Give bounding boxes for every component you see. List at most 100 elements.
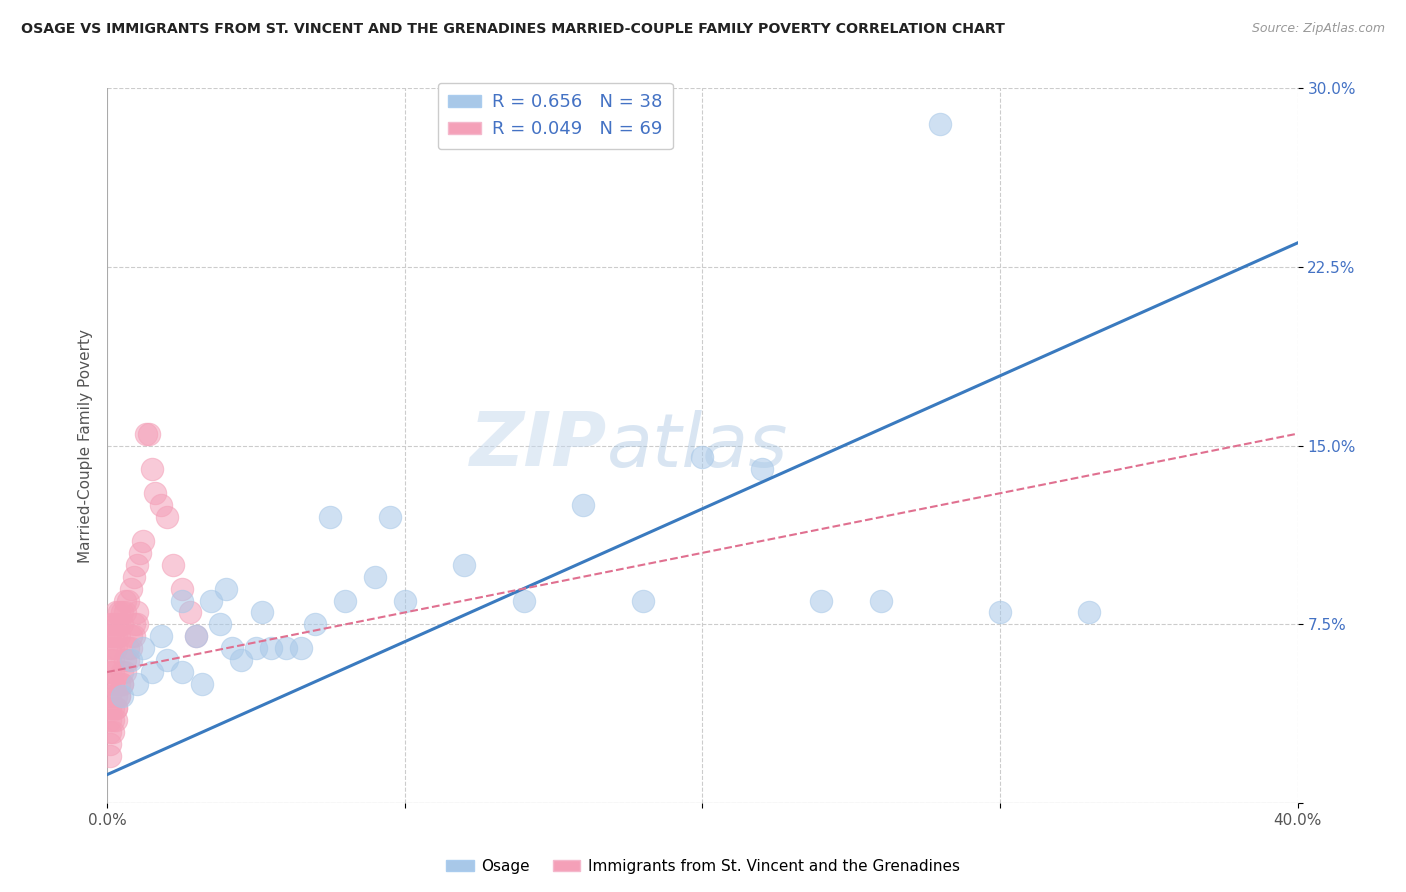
Point bbox=[122, 570, 145, 584]
Point bbox=[98, 701, 121, 715]
Point bbox=[135, 426, 157, 441]
Point bbox=[170, 665, 193, 679]
Point bbox=[108, 689, 131, 703]
Text: atlas: atlas bbox=[607, 409, 789, 482]
Point bbox=[108, 606, 131, 620]
Point bbox=[929, 117, 952, 131]
Point bbox=[290, 641, 312, 656]
Point bbox=[260, 641, 283, 656]
Point bbox=[200, 593, 222, 607]
Point bbox=[98, 617, 121, 632]
Point bbox=[98, 724, 121, 739]
Point bbox=[156, 510, 179, 524]
Point bbox=[453, 558, 475, 572]
Point bbox=[572, 498, 595, 512]
Point bbox=[101, 653, 124, 667]
Point bbox=[751, 462, 773, 476]
Point bbox=[101, 617, 124, 632]
Point bbox=[141, 665, 163, 679]
Point bbox=[162, 558, 184, 572]
Point bbox=[125, 617, 148, 632]
Point bbox=[179, 606, 201, 620]
Point bbox=[692, 450, 714, 465]
Point bbox=[98, 665, 121, 679]
Point bbox=[245, 641, 267, 656]
Text: ZIP: ZIP bbox=[470, 409, 607, 482]
Point bbox=[105, 713, 128, 727]
Point bbox=[364, 570, 387, 584]
Point bbox=[98, 677, 121, 691]
Point bbox=[394, 593, 416, 607]
Point bbox=[111, 665, 134, 679]
Point bbox=[120, 653, 142, 667]
Point bbox=[513, 593, 536, 607]
Point bbox=[111, 689, 134, 703]
Point bbox=[114, 653, 136, 667]
Point bbox=[98, 641, 121, 656]
Point bbox=[120, 641, 142, 656]
Point bbox=[117, 593, 139, 607]
Point bbox=[105, 617, 128, 632]
Point bbox=[170, 593, 193, 607]
Point bbox=[117, 653, 139, 667]
Point bbox=[170, 582, 193, 596]
Text: OSAGE VS IMMIGRANTS FROM ST. VINCENT AND THE GRENADINES MARRIED-COUPLE FAMILY PO: OSAGE VS IMMIGRANTS FROM ST. VINCENT AND… bbox=[21, 22, 1005, 37]
Point bbox=[105, 641, 128, 656]
Point bbox=[108, 689, 131, 703]
Point bbox=[98, 737, 121, 751]
Point bbox=[304, 617, 326, 632]
Point bbox=[132, 533, 155, 548]
Point bbox=[122, 629, 145, 643]
Point bbox=[274, 641, 297, 656]
Point bbox=[125, 558, 148, 572]
Point bbox=[149, 629, 172, 643]
Point bbox=[221, 641, 243, 656]
Point bbox=[988, 606, 1011, 620]
Point bbox=[250, 606, 273, 620]
Text: Source: ZipAtlas.com: Source: ZipAtlas.com bbox=[1251, 22, 1385, 36]
Point bbox=[631, 593, 654, 607]
Point bbox=[101, 713, 124, 727]
Point bbox=[101, 701, 124, 715]
Point bbox=[149, 498, 172, 512]
Point bbox=[125, 677, 148, 691]
Point bbox=[105, 606, 128, 620]
Point bbox=[105, 701, 128, 715]
Point bbox=[111, 677, 134, 691]
Point bbox=[128, 546, 150, 560]
Point bbox=[111, 606, 134, 620]
Point bbox=[378, 510, 401, 524]
Point bbox=[335, 593, 357, 607]
Point bbox=[98, 689, 121, 703]
Point bbox=[186, 629, 208, 643]
Point bbox=[108, 629, 131, 643]
Point bbox=[98, 629, 121, 643]
Point bbox=[108, 677, 131, 691]
Point bbox=[111, 617, 134, 632]
Point bbox=[120, 629, 142, 643]
Point bbox=[98, 653, 121, 667]
Point bbox=[108, 617, 131, 632]
Point bbox=[98, 748, 121, 763]
Point bbox=[132, 641, 155, 656]
Point bbox=[870, 593, 893, 607]
Point bbox=[215, 582, 238, 596]
Point bbox=[122, 617, 145, 632]
Point bbox=[101, 629, 124, 643]
Point bbox=[191, 677, 214, 691]
Point bbox=[105, 629, 128, 643]
Point bbox=[209, 617, 232, 632]
Point bbox=[186, 629, 208, 643]
Point bbox=[114, 606, 136, 620]
Point bbox=[101, 641, 124, 656]
Y-axis label: Married-Couple Family Poverty: Married-Couple Family Poverty bbox=[79, 328, 93, 563]
Legend: Osage, Immigrants from St. Vincent and the Grenadines: Osage, Immigrants from St. Vincent and t… bbox=[440, 853, 966, 880]
Point bbox=[120, 582, 142, 596]
Point bbox=[125, 606, 148, 620]
Point bbox=[1078, 606, 1101, 620]
Point bbox=[117, 641, 139, 656]
Point bbox=[114, 593, 136, 607]
Point bbox=[810, 593, 832, 607]
Point bbox=[156, 653, 179, 667]
Point bbox=[101, 677, 124, 691]
